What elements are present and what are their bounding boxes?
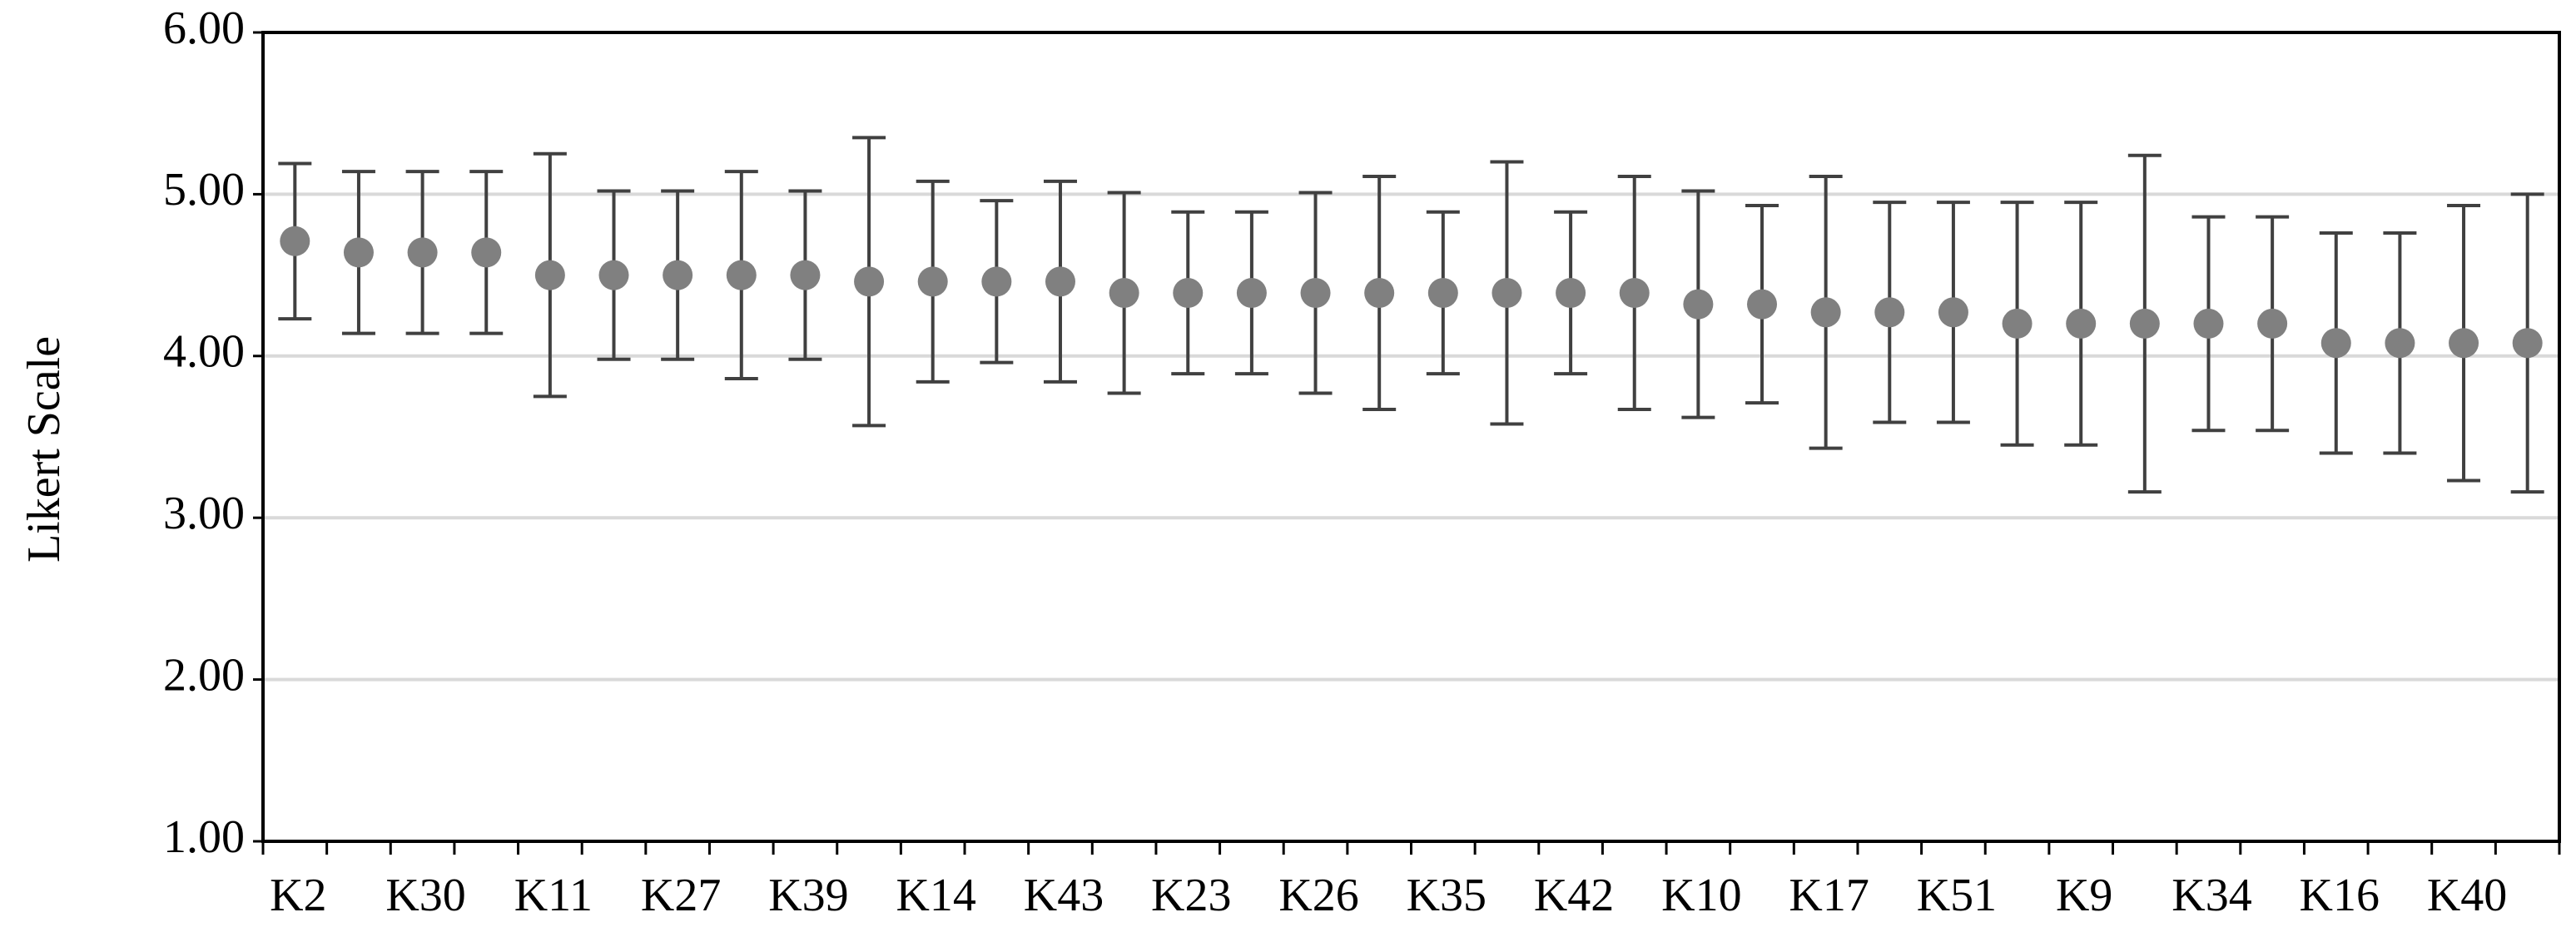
point <box>917 266 948 297</box>
y-tick-label: 5.00 <box>163 164 245 216</box>
point <box>1300 277 1331 308</box>
x-tick-label: K14 <box>896 870 975 921</box>
y-tick-label: 2.00 <box>163 649 245 701</box>
point <box>1236 277 1267 308</box>
point <box>1810 297 1841 328</box>
point <box>2129 308 2160 339</box>
point <box>726 260 757 290</box>
x-tick-label: K16 <box>2300 870 2380 921</box>
x-tick-label: K40 <box>2427 870 2507 921</box>
point <box>790 260 821 290</box>
point <box>1747 289 1778 320</box>
point <box>2385 328 2415 359</box>
point <box>280 226 310 256</box>
point <box>2257 308 2288 339</box>
point <box>343 237 374 268</box>
point <box>1938 297 1968 328</box>
point <box>1874 297 1905 328</box>
x-tick-label: K2 <box>270 870 326 921</box>
point <box>1427 277 1458 308</box>
x-tick-label: K10 <box>1661 870 1741 921</box>
y-tick-label: 6.00 <box>163 2 245 54</box>
point <box>1109 277 1139 308</box>
y-tick-label: 1.00 <box>163 811 245 863</box>
y-tick-label: 4.00 <box>163 326 245 378</box>
x-tick-label: K35 <box>1407 870 1487 921</box>
point <box>2512 328 2543 359</box>
x-tick-label: K30 <box>385 870 465 921</box>
plot-frame <box>261 31 2561 843</box>
point <box>598 260 629 290</box>
x-tick-label: K42 <box>1534 870 1614 921</box>
point <box>471 237 502 268</box>
x-tick-label: K26 <box>1278 870 1358 921</box>
x-tick-label: K9 <box>2056 870 2112 921</box>
x-tick-label: K43 <box>1024 870 1104 921</box>
x-tick-label: K11 <box>514 870 593 921</box>
point <box>1364 277 1395 308</box>
point <box>534 260 565 290</box>
point <box>1173 277 1204 308</box>
x-tick-label: K51 <box>1917 870 1997 921</box>
x-tick-label: K23 <box>1151 870 1231 921</box>
x-tick-label: K34 <box>2171 870 2251 921</box>
point <box>1491 277 1522 308</box>
point <box>1556 277 1586 308</box>
x-tick-label: K17 <box>1789 870 1869 921</box>
point <box>2449 328 2479 359</box>
y-tick-label: 3.00 <box>163 488 245 539</box>
point <box>854 266 885 297</box>
point <box>2320 328 2351 359</box>
point <box>663 260 693 290</box>
point <box>2193 308 2224 339</box>
x-tick-label: K39 <box>768 870 848 921</box>
point <box>981 266 1012 297</box>
point <box>2066 308 2097 339</box>
point <box>2002 308 2033 339</box>
x-tick-label: K27 <box>641 870 721 921</box>
point <box>1619 277 1650 308</box>
point <box>407 237 438 268</box>
y-axis-title: Likert Scale <box>18 336 70 563</box>
point <box>1045 266 1075 297</box>
point <box>1683 289 1714 320</box>
